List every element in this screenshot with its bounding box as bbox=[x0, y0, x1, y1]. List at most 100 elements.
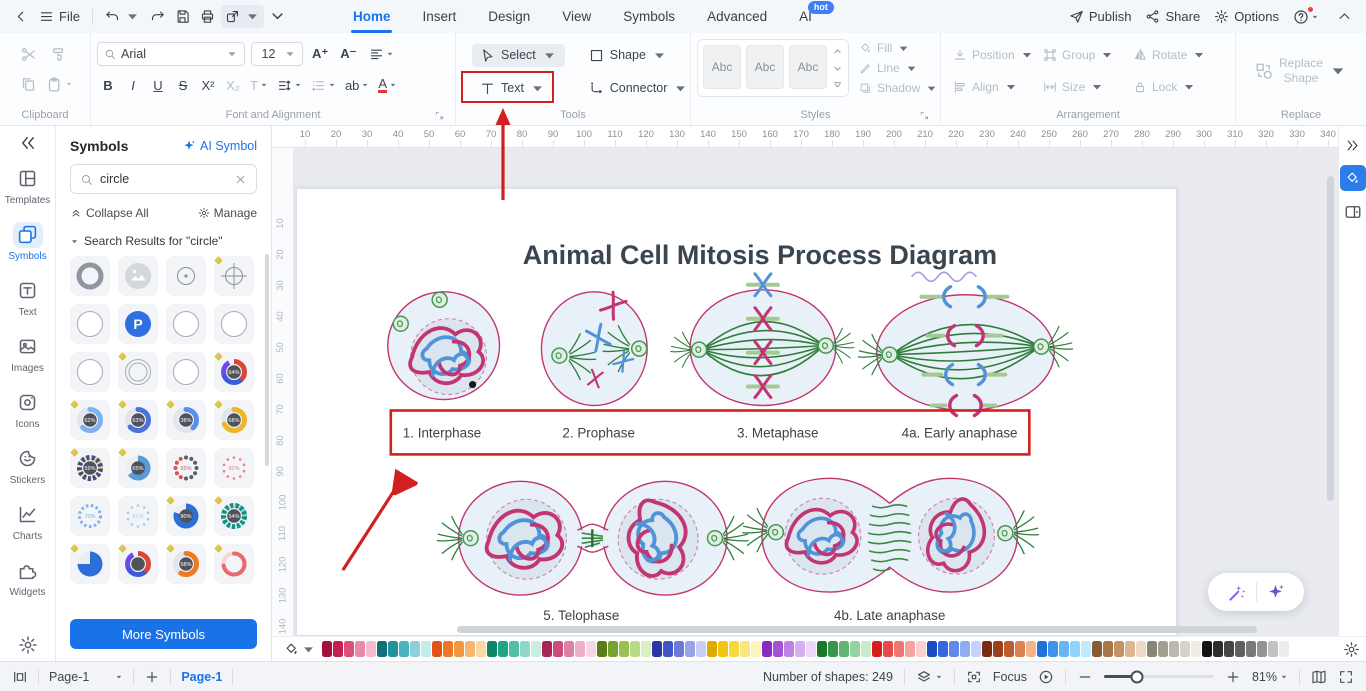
phase-label-metaphase[interactable]: 3. Metaphase bbox=[737, 425, 819, 440]
symbol-tile-circle[interactable] bbox=[166, 304, 206, 344]
select-tool-button[interactable]: Select bbox=[472, 43, 565, 67]
palette-swatch[interactable] bbox=[432, 641, 442, 657]
tab-view[interactable]: View bbox=[562, 9, 592, 24]
palette-swatch[interactable] bbox=[1092, 641, 1102, 657]
dialog-launcher-icon[interactable] bbox=[434, 110, 445, 121]
publish-button[interactable]: Publish bbox=[1069, 9, 1131, 24]
page-panel-icon[interactable] bbox=[12, 669, 28, 685]
palette-swatch[interactable] bbox=[729, 641, 739, 657]
symbol-tile-dotted-55[interactable]: 55% bbox=[166, 448, 206, 488]
palette-swatch[interactable] bbox=[982, 641, 992, 657]
symbol-tile-dot[interactable] bbox=[166, 256, 206, 296]
palette-swatch[interactable] bbox=[366, 641, 376, 657]
symbol-tile-pie[interactable] bbox=[70, 544, 110, 584]
palette-swatch[interactable] bbox=[784, 641, 794, 657]
fill-button[interactable]: Fill bbox=[859, 41, 938, 55]
cell-prophase[interactable] bbox=[540, 290, 648, 407]
symbol-tile-circle[interactable] bbox=[214, 304, 254, 344]
palette-swatch[interactable] bbox=[388, 641, 398, 657]
theme-fill-button[interactable] bbox=[284, 642, 316, 657]
palette-swatch[interactable] bbox=[850, 641, 860, 657]
palette-swatch[interactable] bbox=[762, 641, 772, 657]
search-results-header[interactable]: Search Results for "circle" bbox=[56, 228, 271, 254]
palette-swatch[interactable] bbox=[707, 641, 717, 657]
sidebar-item-templates[interactable]: Templates bbox=[4, 160, 52, 211]
symbol-tile-donut-38[interactable]: 38% bbox=[166, 400, 206, 440]
page-selector[interactable]: Page-1 bbox=[49, 670, 123, 684]
symbol-tile-dots-82[interactable]: 82% bbox=[214, 448, 254, 488]
palette-swatch[interactable] bbox=[1081, 641, 1091, 657]
palette-swatch[interactable] bbox=[883, 641, 893, 657]
help-button[interactable] bbox=[1293, 6, 1319, 25]
tab-symbols[interactable]: Symbols bbox=[623, 9, 676, 24]
connector-tool-button[interactable]: Connector bbox=[581, 77, 697, 100]
palette-swatch[interactable] bbox=[1191, 641, 1201, 657]
palette-swatch[interactable] bbox=[696, 641, 706, 657]
share-button[interactable]: Share bbox=[1145, 9, 1200, 24]
vertical-scrollbar[interactable] bbox=[1327, 176, 1334, 501]
ai-sparkle-icon[interactable] bbox=[1266, 583, 1285, 602]
style-sample-1[interactable]: Abc bbox=[703, 45, 741, 89]
diagram-title[interactable]: Animal Cell Mitosis Process Diagram bbox=[523, 240, 997, 270]
palette-swatch[interactable] bbox=[1037, 641, 1047, 657]
dialog-launcher-icon[interactable] bbox=[919, 110, 930, 121]
palette-swatch[interactable] bbox=[377, 641, 387, 657]
palette-swatch[interactable] bbox=[1158, 641, 1168, 657]
palette-swatch[interactable] bbox=[674, 641, 684, 657]
symbol-tile-ring-thick[interactable] bbox=[70, 256, 110, 296]
palette-settings-gear-icon[interactable] bbox=[1343, 641, 1360, 658]
symbol-tile-crosshair[interactable] bbox=[214, 256, 254, 296]
symbol-tile-pie-80[interactable]: 80% bbox=[166, 496, 206, 536]
palette-swatch[interactable] bbox=[751, 641, 761, 657]
palette-swatch[interactable] bbox=[476, 641, 486, 657]
magic-wand-icon[interactable] bbox=[1228, 583, 1247, 602]
symbol-tile-segmented-59[interactable]: 59% bbox=[70, 448, 110, 488]
tab-ai[interactable]: AI hot bbox=[783, 0, 834, 33]
cell-early-anaphase[interactable] bbox=[857, 285, 1074, 418]
palette-swatch[interactable] bbox=[597, 641, 607, 657]
palette-swatch[interactable] bbox=[322, 641, 332, 657]
presentation-panel-icon[interactable] bbox=[1344, 203, 1362, 221]
file-menu-button[interactable]: File bbox=[35, 5, 84, 28]
tab-design[interactable]: Design bbox=[488, 9, 531, 24]
phase-label-prophase[interactable]: 2. Prophase bbox=[562, 425, 635, 440]
style-sample-2[interactable]: Abc bbox=[746, 45, 784, 89]
palette-swatch[interactable] bbox=[1026, 641, 1036, 657]
line-spacing-button[interactable] bbox=[274, 73, 305, 97]
palette-swatch[interactable] bbox=[1136, 641, 1146, 657]
focus-frame-icon[interactable] bbox=[966, 669, 982, 685]
strikethrough-button[interactable]: S bbox=[178, 77, 188, 93]
rotate-button[interactable]: Rotate bbox=[1133, 48, 1223, 62]
fill-tool-button[interactable] bbox=[1339, 165, 1366, 191]
palette-swatch[interactable] bbox=[1147, 641, 1157, 657]
palette-swatch[interactable] bbox=[454, 641, 464, 657]
fullscreen-icon[interactable] bbox=[1338, 669, 1354, 685]
palette-swatch[interactable] bbox=[971, 641, 981, 657]
replace-shape-button[interactable]: Replace Shape bbox=[1242, 39, 1360, 103]
symbol-tile-dots-61[interactable]: 61% bbox=[118, 496, 158, 536]
palette-swatch[interactable] bbox=[355, 641, 365, 657]
palette-swatch[interactable] bbox=[828, 641, 838, 657]
decrease-font-button[interactable]: A⁻ bbox=[340, 46, 357, 61]
shadow-button[interactable]: Shadow bbox=[859, 81, 938, 95]
palette-swatch[interactable] bbox=[1059, 641, 1069, 657]
copy-icon[interactable] bbox=[20, 76, 37, 93]
symbol-tile-double[interactable] bbox=[118, 352, 158, 392]
gallery-down-icon[interactable] bbox=[833, 64, 842, 73]
palette-swatch[interactable] bbox=[1015, 641, 1025, 657]
palette-swatch[interactable] bbox=[872, 641, 882, 657]
palette-swatch[interactable] bbox=[663, 641, 673, 657]
group-button[interactable]: Group bbox=[1043, 48, 1133, 62]
tab-advanced[interactable]: Advanced bbox=[707, 9, 768, 24]
shape-tool-button[interactable]: Shape bbox=[581, 44, 697, 67]
palette-swatch[interactable] bbox=[465, 641, 475, 657]
symbol-tile-donut-multi-64[interactable]: 64% bbox=[214, 352, 254, 392]
font-family-select[interactable]: Arial bbox=[97, 42, 245, 66]
undo-button[interactable] bbox=[101, 5, 144, 28]
cell-metaphase[interactable] bbox=[670, 272, 855, 407]
palette-swatch[interactable] bbox=[1103, 641, 1113, 657]
horizontal-scrollbar[interactable] bbox=[457, 626, 1257, 633]
sidebar-item-stickers[interactable]: Stickers bbox=[4, 440, 52, 491]
palette-swatch[interactable] bbox=[399, 641, 409, 657]
palette-swatch[interactable] bbox=[344, 641, 354, 657]
